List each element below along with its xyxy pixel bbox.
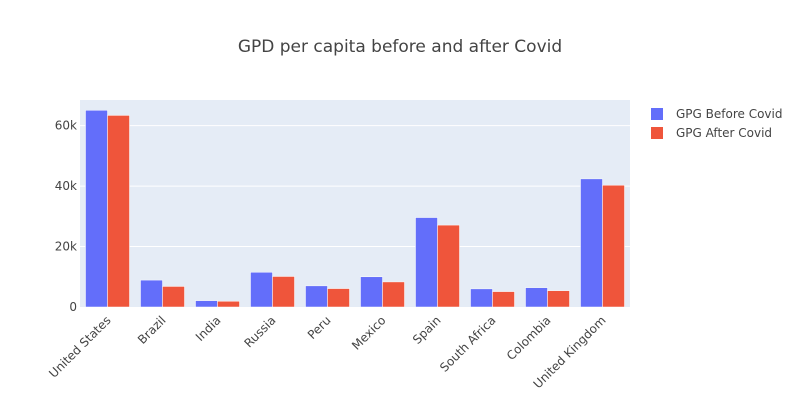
x-tick-label: Peru [305,313,334,342]
y-tick-label: 40k [55,179,77,193]
bar-before-brazil[interactable] [140,279,163,308]
y-tick-label: 60k [55,119,77,133]
x-tick-label: Colombia [504,313,554,363]
bar-before-south-africa[interactable] [470,288,493,308]
legend-label: GPG Before Covid [676,107,782,121]
bars [85,110,625,308]
x-tick-label: South Africa [437,313,498,374]
bar-after-spain[interactable] [437,224,460,308]
x-tick-label: Brazil [135,313,169,347]
bar-before-united-kingdom[interactable] [580,178,603,308]
bar-after-south-africa[interactable] [492,291,515,308]
bar-before-mexico[interactable] [360,276,383,308]
bar-after-united-states[interactable] [107,115,130,308]
y-axis-ticks: 0 20k 40k 60k [55,119,77,314]
x-tick-label: United States [46,313,113,380]
bar-before-russia[interactable] [250,271,273,308]
bar-after-russia[interactable] [272,276,295,308]
bar-after-united-kingdom[interactable] [602,184,625,308]
gridlines [80,125,630,248]
y-tick-label: 20k [55,240,77,254]
bar-after-mexico[interactable] [382,281,405,308]
x-axis-ticks: United States Brazil India Russia Peru Mexico… [46,313,608,391]
bar-before-colombia[interactable] [525,287,548,308]
bar-before-spain[interactable] [415,217,438,308]
legend-swatch [651,108,663,120]
x-tick-label: Mexico [349,313,389,353]
bar-after-india[interactable] [217,301,240,308]
legend-swatch [651,127,663,139]
bar-before-india[interactable] [195,300,218,308]
bar-after-colombia[interactable] [547,290,570,308]
legend-label: GPG After Covid [676,126,772,140]
x-tick-label: India [193,313,224,344]
bar-after-brazil[interactable] [162,286,185,308]
x-tick-label: Russia [241,313,278,350]
legend-item-before-covid[interactable]: GPG Before Covid [651,107,782,121]
y-tick-label: 0 [69,300,77,314]
x-tick-label: Spain [410,313,444,347]
bar-before-peru[interactable] [305,285,328,308]
plot-background [80,100,630,307]
bar-before-united-states[interactable] [85,110,108,308]
bar-after-peru[interactable] [327,288,350,308]
legend-item-after-covid[interactable]: GPG After Covid [651,126,772,140]
chart-title: GPD per capita before and after Covid [238,37,562,57]
legend[interactable]: GPG Before Covid GPG After Covid [651,107,782,140]
